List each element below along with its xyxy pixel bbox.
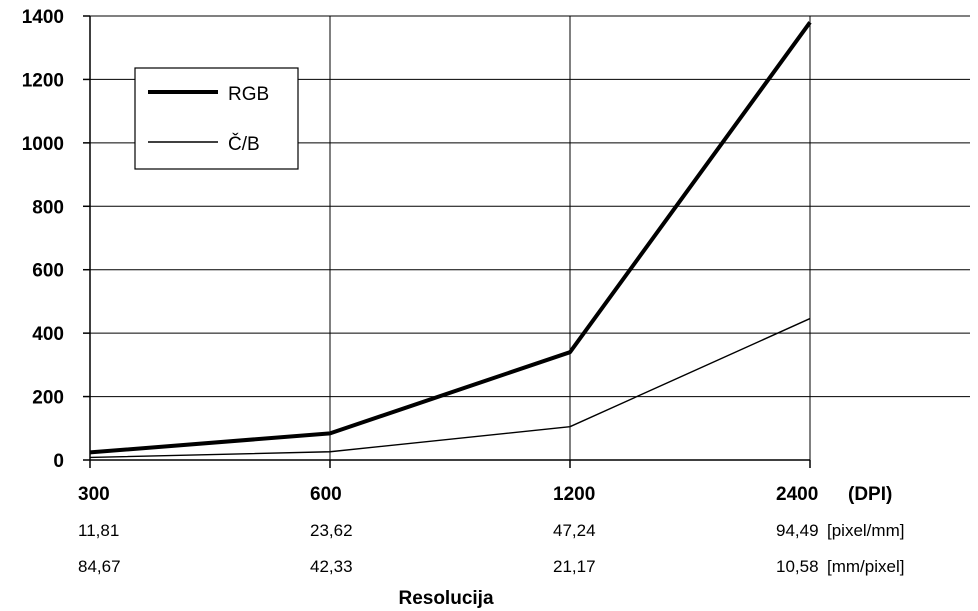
- y-tick-label: 600: [32, 261, 64, 282]
- y-tick-label: 1400: [22, 7, 64, 28]
- x-tick-label-dpi: 2400: [776, 484, 818, 505]
- series-lines: [89, 21, 812, 459]
- y-tick-label: 400: [32, 324, 64, 345]
- x-tick-label-secondary: 47,24: [553, 521, 596, 540]
- x-unit-label: (DPI): [848, 484, 892, 505]
- x-tick-label-secondary: 23,62: [310, 521, 353, 540]
- y-tick-label: 800: [32, 197, 64, 218]
- x-tick-label-secondary: 11,81: [78, 521, 119, 540]
- series-line-rgb: [89, 21, 812, 455]
- y-tick-label: 0: [53, 451, 64, 472]
- row-unit-mm-pixel: [mm/pixel]: [827, 557, 904, 576]
- x-tick-label-secondary: 42,33: [310, 557, 353, 576]
- row-unit-pixel-mm: [pixel/mm]: [827, 521, 904, 540]
- x-tick-labels: 300 600 1200 2400 11,81 23,62 47,24 94,49 84,67 4…: [78, 484, 819, 576]
- x-tick-label-secondary: 94,49: [776, 521, 819, 540]
- x-tick-label-dpi: 300: [78, 484, 110, 505]
- y-tick-label: 1200: [22, 70, 64, 91]
- x-tick-label-secondary: 10,58: [776, 557, 819, 576]
- y-tick-label: 1000: [22, 134, 64, 155]
- legend-label-rgb: RGB: [228, 84, 269, 105]
- y-tick-label: 200: [32, 388, 64, 409]
- legend-label-cb: Č/B: [228, 133, 260, 155]
- legend-box: [134, 67, 299, 170]
- series-line-cb: [89, 317, 811, 459]
- y-tick-labels: 0 200 400 600 800 1000 1200 1400: [22, 7, 64, 472]
- x-tick-label-dpi: 1200: [553, 484, 595, 505]
- x-tick-label-secondary: 84,67: [78, 557, 121, 576]
- x-tick-label-dpi: 600: [310, 484, 342, 505]
- x-axis-title: Resolucija: [398, 588, 493, 609]
- x-tick-label-secondary: 21,17: [553, 557, 596, 576]
- legend: RGB Č/B: [134, 67, 299, 170]
- axes: [83, 15, 811, 468]
